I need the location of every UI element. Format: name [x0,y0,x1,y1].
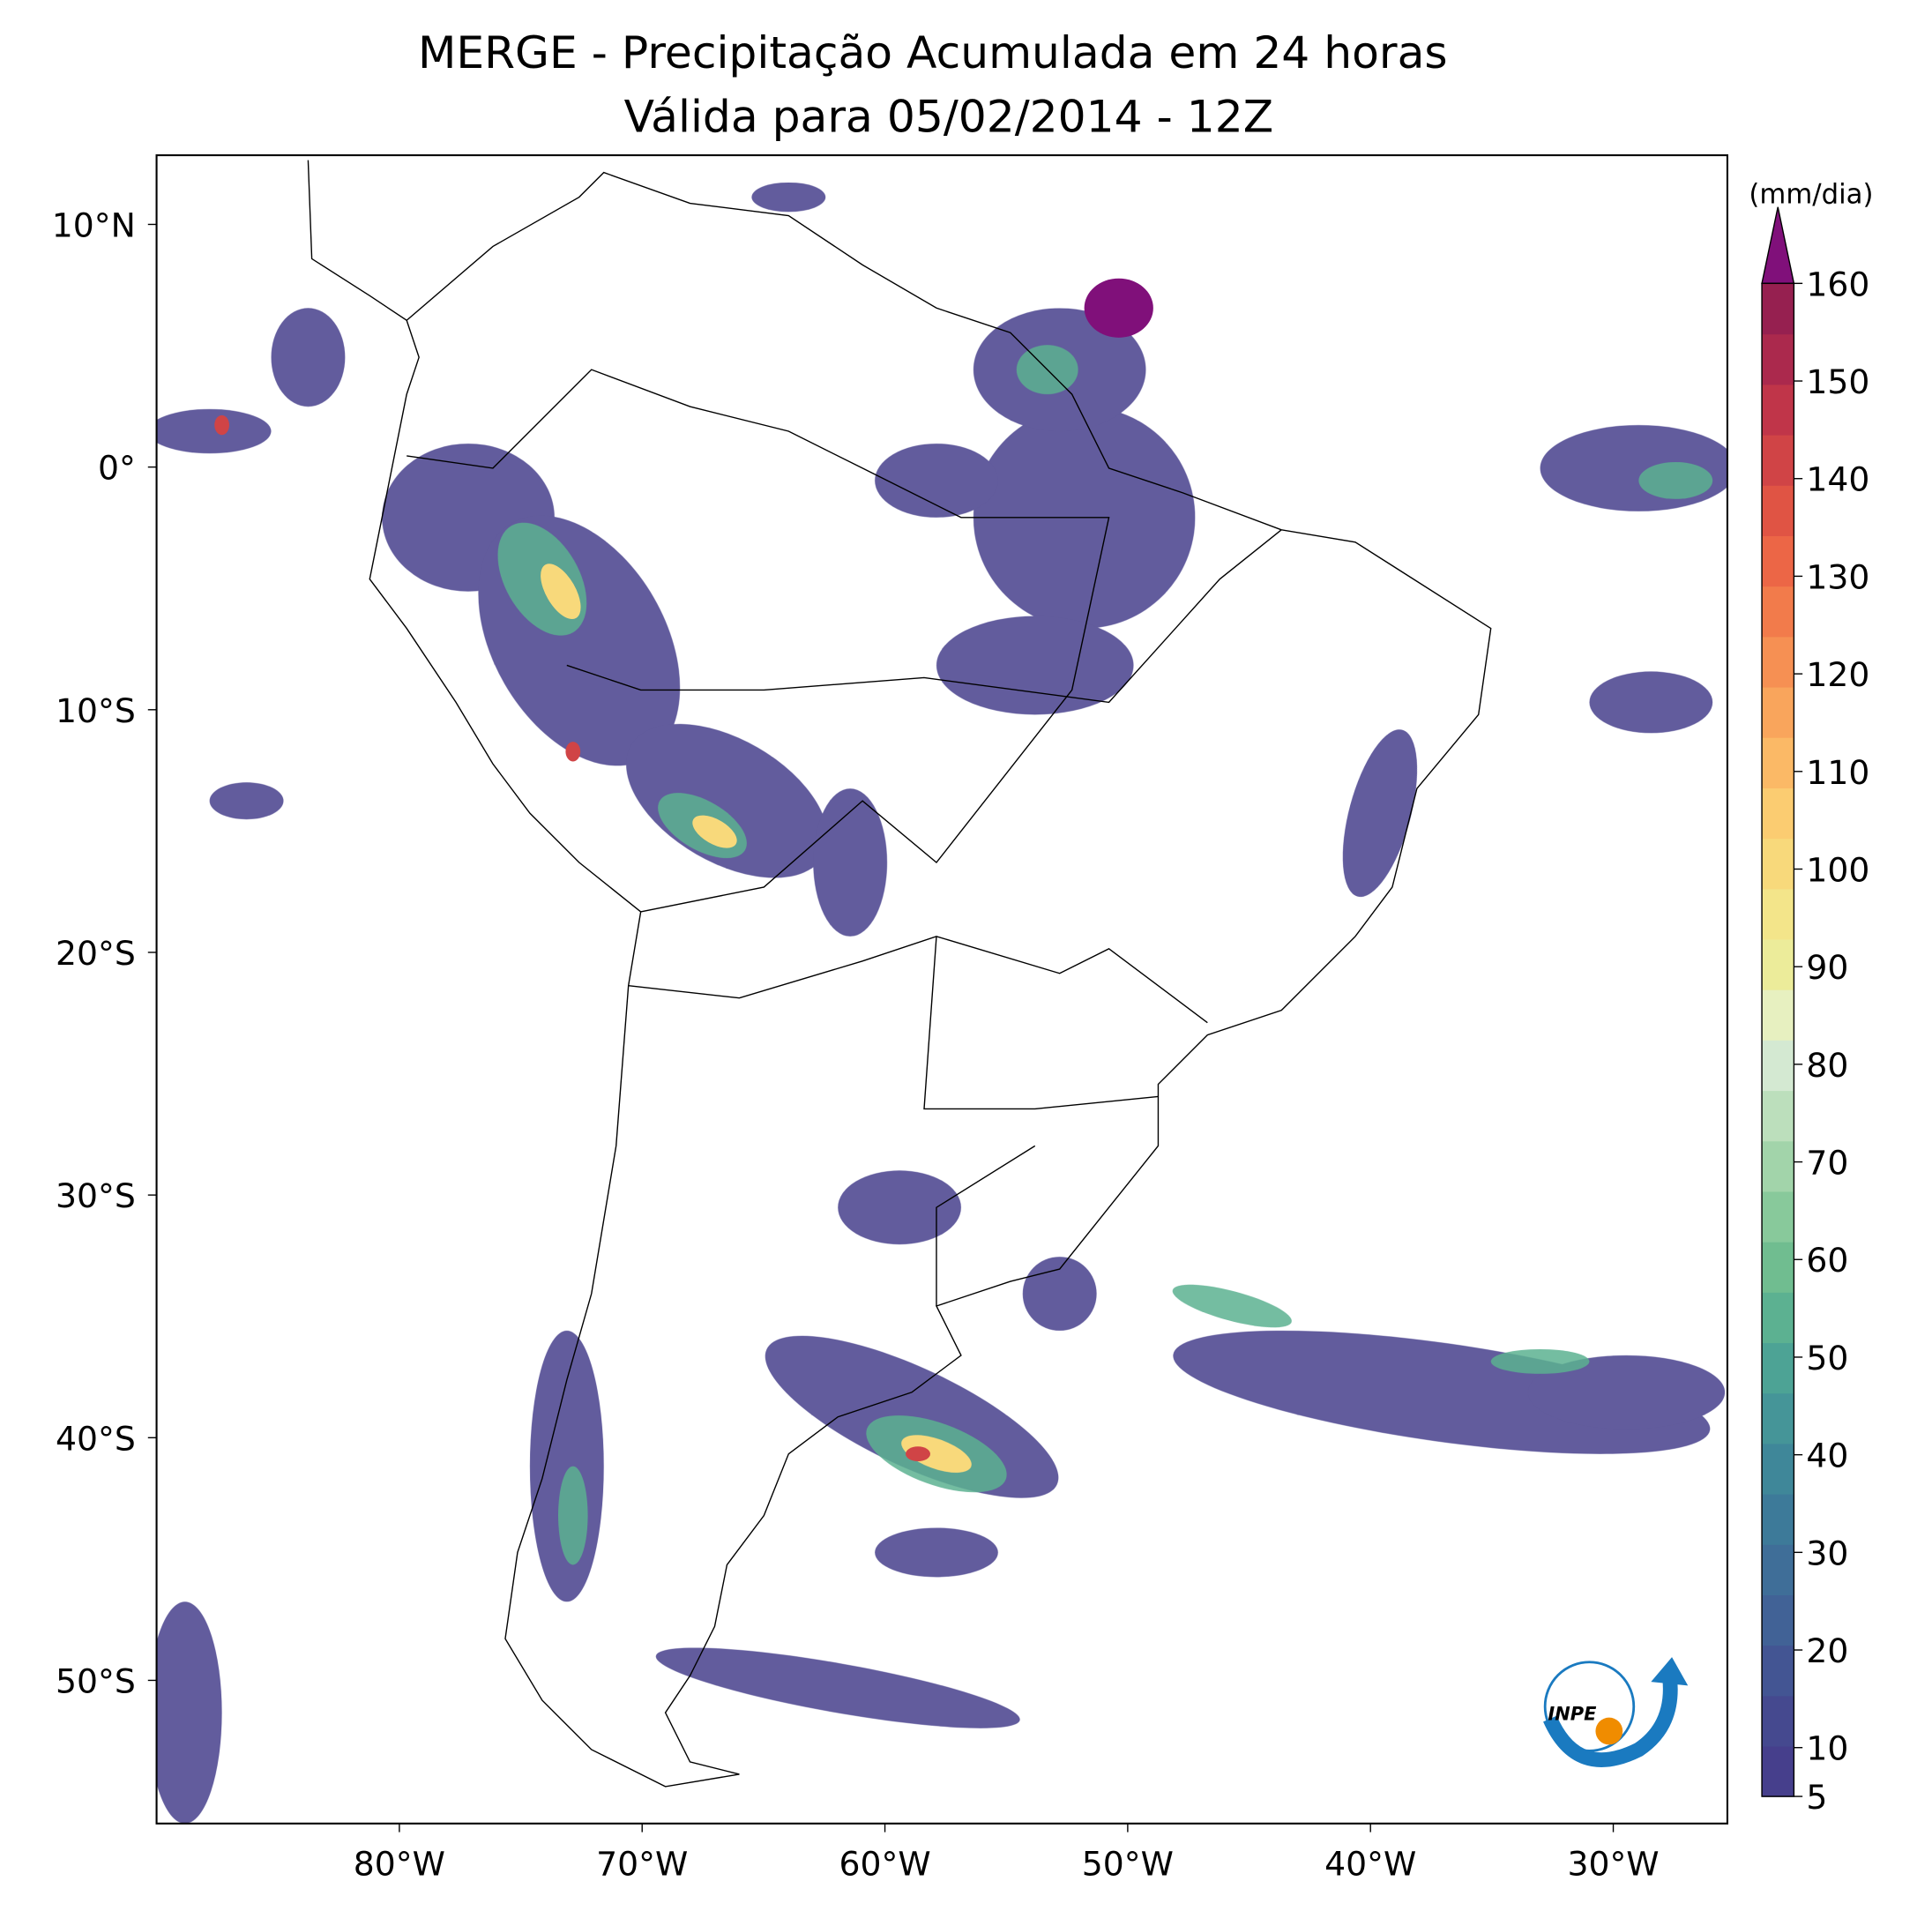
colorbar-tick-label: 10 [1806,1729,1848,1768]
y-tick-label: 0° [98,449,136,488]
colorbar-band [1762,1493,1794,1545]
y-tick-label: 50°S [56,1661,136,1700]
colorbar-band [1762,283,1794,335]
colorbar-tick-label: 20 [1806,1631,1848,1670]
colorbar-tick-label: 40 [1806,1437,1848,1475]
colorbar-tick-label: 5 [1806,1778,1827,1817]
x-tick-label: 40°W [1324,1844,1416,1883]
colorbar-tick-label: 110 [1806,753,1869,792]
colorbar-frame [1761,282,1795,1797]
colorbar-band [1762,586,1794,638]
colorbar-band [1762,333,1794,385]
colorbar-tick-label: 30 [1806,1534,1848,1572]
logo-text: INPE [1548,1703,1597,1724]
colorbar-band [1762,1443,1794,1495]
colorbar-tick-label: 50 [1806,1339,1848,1377]
colorbar-tick-label: 90 [1806,948,1848,987]
colorbar-band [1762,1241,1794,1293]
colorbar-band [1762,1695,1794,1747]
subtitle: Válida para 05/02/2014 - 12Z [624,90,1273,142]
colorbar-tick-label: 150 [1806,362,1869,401]
x-tick-label: 80°W [354,1844,445,1883]
colorbar-band [1762,485,1794,536]
colorbar-tick-label: 70 [1806,1144,1848,1183]
logo: INPE [1543,1657,1689,1767]
colorbar-band [1762,1292,1794,1344]
colorbar-band [1762,1040,1794,1092]
colorbar-band [1762,1544,1794,1596]
y-tick-label: 30°S [56,1176,136,1215]
colorbar-band [1762,1140,1794,1192]
colorbar-band [1762,989,1794,1041]
colorbar-tick-label: 100 [1806,850,1869,889]
colorbar-band [1762,1645,1794,1697]
y-tick-label: 40°S [56,1419,136,1458]
colorbar-band [1762,686,1794,738]
coastline [307,160,1492,1788]
colorbar-band [1762,1342,1794,1394]
colorbar-band [1762,434,1794,486]
y-tick-label: 10°N [52,205,136,244]
colorbar-band [1762,1392,1794,1444]
x-tick-label: 70°W [596,1844,688,1883]
x-tick-label: 60°W [839,1844,930,1883]
colorbar-band [1762,535,1794,587]
colorbar-tick-label: 80 [1806,1046,1848,1085]
colorbar-tick-label: 130 [1806,557,1869,596]
colorbar-band [1762,1090,1794,1142]
colorbar-band [1762,1745,1794,1797]
colorbar-label: (mm/dia) [1749,179,1873,211]
colorbar-band [1762,938,1794,990]
colorbar-extend [1761,206,1795,285]
title: MERGE - Precipitação Acumulada em 24 hor… [418,26,1448,78]
colorbar-tick-label: 160 [1806,265,1869,303]
x-tick-label: 30°W [1567,1844,1659,1883]
colorbar-band [1762,1594,1794,1646]
colorbar-tick-label: 140 [1806,460,1869,499]
colorbar-band [1762,636,1794,688]
colorbar-band [1762,737,1794,788]
x-tick-label: 50°W [1082,1844,1174,1883]
colorbar-band [1762,1191,1794,1243]
colorbar-band [1762,788,1794,840]
map-frame [155,153,1728,1825]
y-tick-label: 20°S [56,934,136,973]
colorbar-band [1762,838,1794,890]
colorbar-band [1762,888,1794,940]
colorbar-tick-label: 60 [1806,1241,1848,1280]
y-tick-label: 10°S [56,691,136,730]
colorbar-tick-label: 120 [1806,655,1869,694]
precipitation-field [156,182,1727,1824]
colorbar-band [1762,384,1794,436]
